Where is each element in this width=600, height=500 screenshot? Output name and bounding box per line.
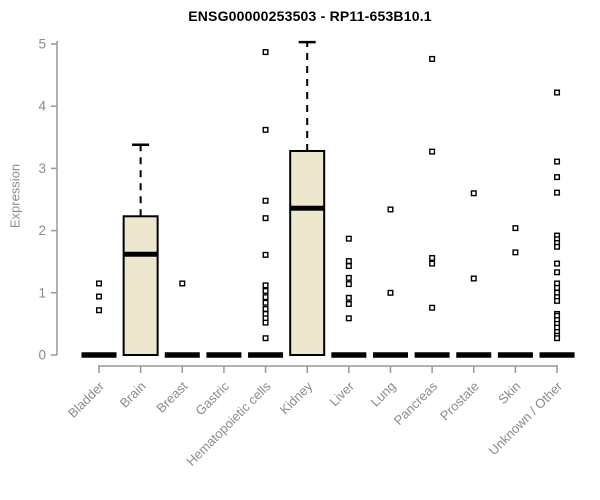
outlier-point (429, 55, 436, 62)
outlier-point (345, 315, 352, 322)
x-category-label: Gastric (192, 378, 232, 418)
outlier-point (387, 206, 394, 213)
outlier-point (429, 148, 436, 155)
median-line (290, 205, 325, 211)
outlier-point (95, 280, 102, 287)
outlier-point (554, 89, 561, 96)
outlier-point (262, 126, 269, 133)
outlier-point (262, 305, 269, 312)
outlier-point (470, 275, 477, 282)
outlier-point (262, 287, 269, 294)
x-category-label: Lung (368, 379, 399, 410)
x-category-label: Pancreas (391, 378, 441, 428)
outlier-point (262, 251, 269, 258)
outlier-point (262, 49, 269, 56)
y-tick-label: 3 (38, 161, 46, 176)
outlier-point (429, 304, 436, 311)
box (289, 149, 326, 356)
outlier-point (262, 294, 269, 301)
outlier-point (554, 158, 561, 165)
zero-median-bar (539, 352, 575, 358)
outlier-point (262, 197, 269, 204)
zero-median-bar (456, 352, 492, 358)
outlier-point (512, 225, 519, 232)
y-tick-label: 0 (38, 348, 46, 363)
outlier-point (429, 260, 436, 267)
outlier-point (345, 235, 352, 242)
zero-median-bar (372, 352, 408, 358)
zero-median-bar (206, 352, 242, 358)
x-category-label: Breast (153, 378, 190, 415)
x-category-label: Unknown / Other (486, 378, 566, 458)
y-tick-label: 4 (38, 99, 46, 114)
outlier-point (554, 189, 561, 196)
outlier-point (554, 174, 561, 181)
outlier-point (345, 263, 352, 270)
outlier-point (345, 281, 352, 288)
median-line (123, 251, 158, 257)
outlier-point (470, 190, 477, 197)
outlier-point (262, 299, 269, 306)
outlier-point (554, 243, 561, 250)
x-category-label: Brain (117, 379, 149, 411)
outlier-point (554, 335, 561, 342)
outlier-point (345, 300, 352, 307)
y-tick-label: 2 (38, 223, 46, 238)
outlier-point (387, 289, 394, 296)
x-category-label: Prostate (437, 379, 482, 424)
outlier-point (345, 294, 352, 301)
zero-median-bar (248, 352, 284, 358)
outlier-point (262, 335, 269, 342)
outlier-point (512, 249, 519, 256)
y-tick-label: 1 (38, 285, 46, 300)
outlier-point (554, 284, 561, 291)
outlier-point (262, 319, 269, 326)
outlier-point (554, 269, 561, 276)
outlier-point (554, 297, 561, 304)
zero-median-bar (164, 352, 200, 358)
zero-median-bar (81, 352, 117, 358)
box (122, 215, 159, 356)
y-tick-label: 5 (38, 37, 46, 52)
zero-median-bar (331, 352, 367, 358)
outlier-point (95, 307, 102, 314)
x-category-label: Skin (495, 379, 523, 407)
zero-median-bar (497, 352, 533, 358)
outlier-point (262, 215, 269, 222)
outlier-point (262, 282, 269, 289)
outlier-point (429, 254, 436, 261)
chart-title: ENSG00000253503 - RP11-653B10.1 (188, 8, 432, 24)
outlier-point (345, 258, 352, 265)
zero-median-bar (414, 352, 450, 358)
outlier-point (95, 293, 102, 300)
x-category-label: Liver (326, 378, 357, 409)
x-category-label: Bladder (65, 378, 108, 421)
outlier-point (345, 274, 352, 281)
outlier-point (179, 280, 186, 287)
x-category-label: Kidney (277, 378, 316, 417)
outlier-point (554, 260, 561, 267)
